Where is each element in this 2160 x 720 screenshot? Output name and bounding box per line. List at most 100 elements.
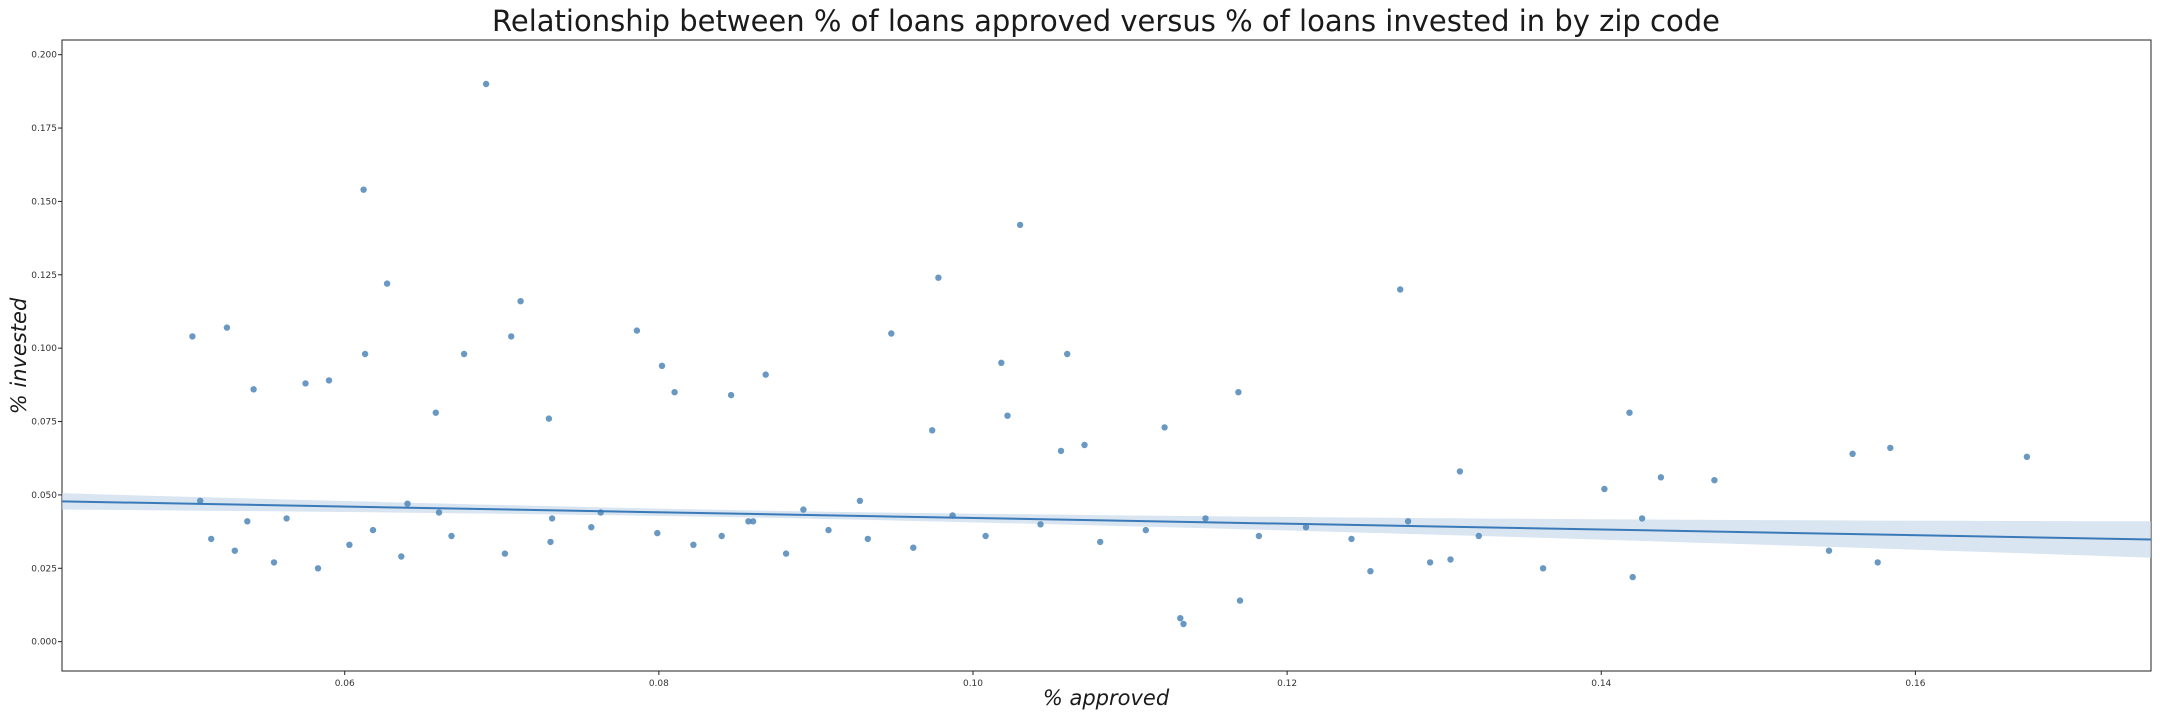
data-point: [1057, 447, 1065, 455]
data-point: [998, 359, 1005, 366]
data-point: [1064, 350, 1071, 358]
data-point: [1367, 568, 1374, 575]
data-point: [270, 559, 278, 566]
plot-area-frame: [61, 39, 2152, 672]
data-point: [314, 565, 322, 572]
data-point: [800, 506, 807, 513]
data-point: [545, 415, 553, 422]
data-point: [1235, 389, 1242, 396]
y-tick-label: 0.025: [31, 564, 57, 574]
data-point: [231, 547, 238, 554]
data-point: [448, 532, 455, 540]
data-point: [825, 526, 832, 534]
data-point: [460, 350, 468, 358]
data-point: [548, 515, 556, 522]
data-point: [727, 391, 735, 399]
data-point: [404, 500, 411, 507]
data-point: [1097, 538, 1104, 546]
data-point: [1348, 535, 1355, 543]
y-tick-label: 0.000: [31, 638, 57, 648]
data-point: [1037, 521, 1044, 528]
data-point: [1426, 559, 1434, 566]
y-tick-label: 0.175: [31, 124, 57, 134]
y-tick-label: 0.150: [31, 197, 57, 207]
data-point: [1397, 286, 1404, 293]
data-point: [1601, 485, 1608, 493]
data-point: [1302, 524, 1310, 531]
x-axis-label: % approved: [1043, 686, 1170, 710]
y-axis-ticks: 0.000 0.025 0.050 0.075 0.100 0.125 0.150 0.175…: [31, 51, 62, 648]
regression-line: [61, 500, 2152, 541]
data-point: [1202, 515, 1209, 522]
data-point: [888, 330, 895, 337]
data-point: [1849, 450, 1856, 457]
data-point: [250, 386, 257, 393]
y-tick-label: 0.050: [31, 491, 57, 501]
data-point: [1626, 409, 1633, 416]
data-point: [1825, 547, 1833, 554]
x-tick-label: 0.12: [1277, 679, 1297, 689]
data-point: [929, 427, 936, 434]
data-point: [762, 371, 769, 378]
y-tick-label: 0.075: [31, 418, 57, 428]
data-point: [718, 532, 725, 540]
y-tick-label: 0.200: [31, 51, 57, 61]
data-point: [1177, 615, 1184, 622]
data-point: [1004, 412, 1011, 419]
x-tick-label: 0.06: [335, 679, 355, 689]
data-point: [935, 274, 942, 281]
data-point: [283, 515, 290, 522]
data-point: [864, 535, 871, 543]
data-point: [658, 362, 666, 369]
data-point: [435, 509, 443, 516]
data-point: [856, 497, 864, 504]
data-point: [1629, 573, 1636, 581]
data-point: [383, 280, 391, 287]
regression-line-layer: [61, 500, 2152, 541]
y-tick-label: 0.125: [31, 271, 57, 281]
data-point: [588, 524, 595, 531]
data-point: [1180, 620, 1187, 628]
data-point: [1142, 526, 1150, 534]
data-point: [302, 380, 309, 387]
data-point: [1657, 474, 1665, 481]
x-axis-ticks: 0.06 0.08 0.10 0.12 0.14 0.16: [335, 671, 1926, 689]
chart-title: Relationship between % of loans approved…: [492, 4, 1720, 38]
data-point: [346, 541, 353, 548]
data-point: [1638, 515, 1646, 522]
data-point: [910, 544, 917, 551]
data-point: [782, 550, 790, 557]
data-point: [547, 538, 554, 546]
data-point: [1874, 559, 1881, 566]
data-point: [1161, 424, 1168, 431]
scatter-points-layer: [189, 80, 2031, 628]
data-point: [1887, 444, 1894, 452]
data-point: [1016, 221, 1024, 229]
data-point: [208, 535, 215, 543]
data-point: [244, 518, 251, 525]
data-point: [517, 298, 524, 305]
data-point: [1447, 556, 1454, 563]
data-point: [2023, 453, 2031, 460]
data-point: [1475, 532, 1483, 540]
data-point: [1539, 565, 1547, 572]
x-tick-label: 0.16: [1905, 679, 1925, 689]
data-point: [982, 532, 989, 540]
data-point: [360, 186, 367, 193]
x-tick-label: 0.14: [1591, 679, 1611, 689]
data-point: [223, 324, 231, 331]
data-point: [1081, 441, 1088, 449]
data-point: [690, 541, 697, 548]
data-point: [671, 389, 678, 396]
data-point: [501, 550, 509, 557]
data-point: [1236, 597, 1244, 604]
data-point: [361, 350, 369, 358]
x-tick-label: 0.08: [649, 679, 669, 689]
data-point: [1456, 468, 1464, 475]
confidence-band-layer: [62, 493, 2151, 558]
data-point: [325, 377, 333, 384]
confidence-band: [62, 493, 2151, 558]
data-point: [745, 518, 752, 525]
y-axis-label: % invested: [7, 297, 31, 414]
